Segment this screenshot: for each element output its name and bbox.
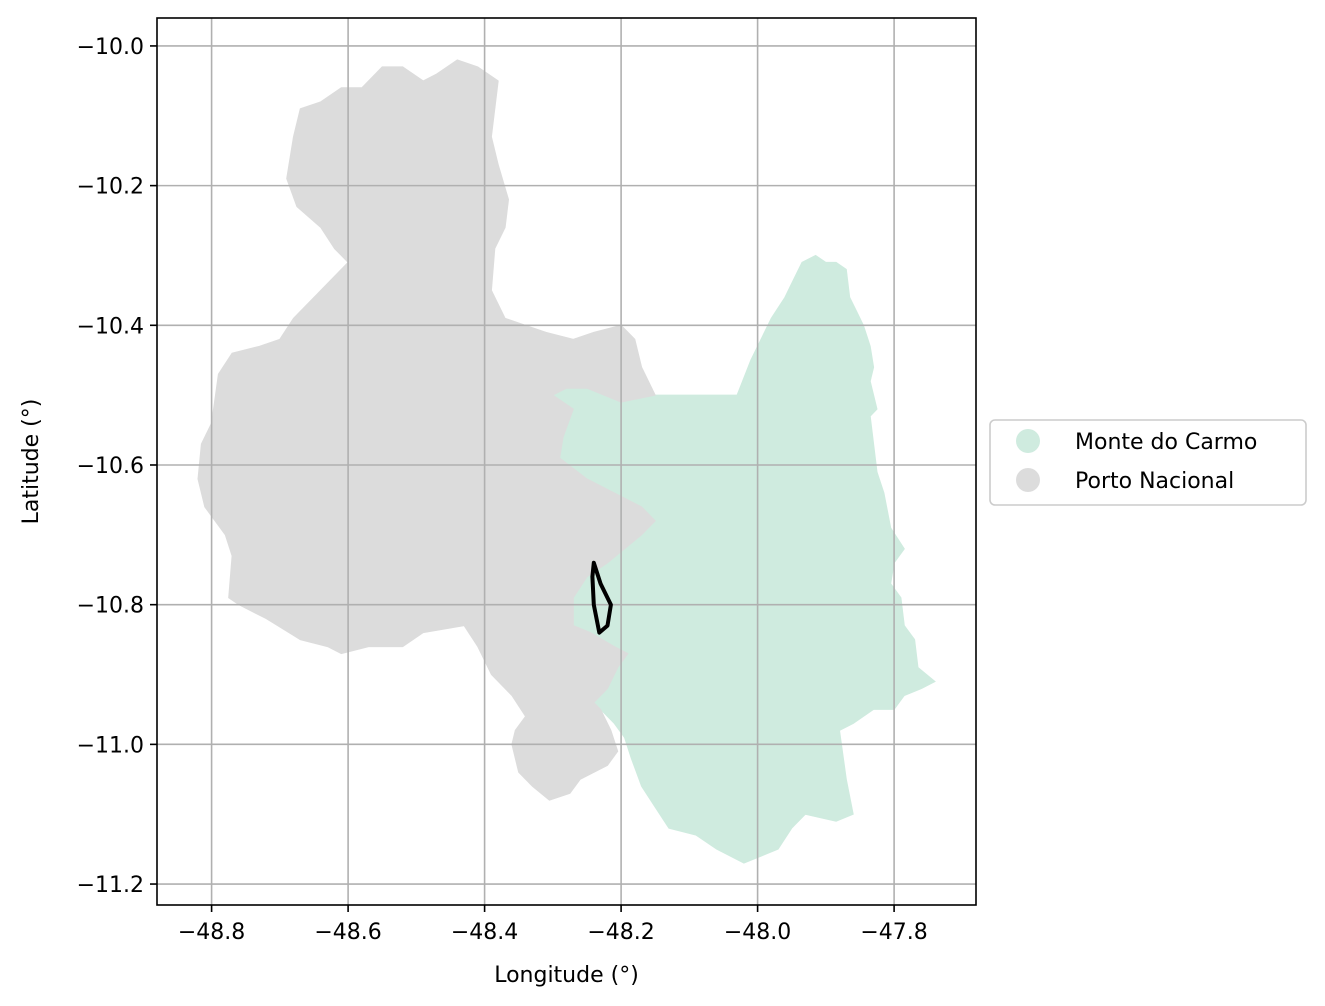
x-axis-label: Longitude (°) bbox=[494, 963, 639, 988]
x-tick-label: −48.0 bbox=[724, 920, 791, 945]
x-tick-label: −47.8 bbox=[860, 920, 927, 945]
y-tick-label: −11.2 bbox=[77, 873, 144, 898]
x-tick-label: −48.8 bbox=[178, 920, 245, 945]
legend-swatch bbox=[1016, 468, 1040, 492]
outline-layer bbox=[590, 560, 613, 635]
x-tick-label: −48.4 bbox=[451, 920, 518, 945]
legend-label: Porto Nacional bbox=[1075, 469, 1234, 494]
y-tick-label: −10.4 bbox=[77, 314, 144, 339]
x-axis-ticks: −48.8 −48.6 −48.4 −48.2 −48.0 −47.8 bbox=[178, 905, 928, 945]
axes-frame bbox=[156, 17, 977, 906]
legend: Monte do Carmo Porto Nacional bbox=[989, 419, 1307, 506]
y-tick-label: −10.6 bbox=[77, 454, 144, 479]
legend-swatch bbox=[1016, 429, 1040, 453]
y-tick-label: −11.0 bbox=[77, 733, 144, 758]
y-tick-label: −10.0 bbox=[77, 35, 144, 60]
y-axis-ticks: −10.0 −10.2 −10.4 −10.6 −10.8 −11.0 −11.2 bbox=[77, 35, 157, 898]
y-tick-label: −10.8 bbox=[77, 594, 144, 619]
legend-box bbox=[989, 419, 1307, 506]
y-tick-label: −10.2 bbox=[77, 175, 144, 200]
legend-label: Monte do Carmo bbox=[1075, 430, 1257, 455]
y-axis-label: Latitude (°) bbox=[19, 399, 44, 525]
x-tick-label: −48.2 bbox=[587, 920, 654, 945]
region-porto-nacional bbox=[197, 59, 656, 801]
gridlines bbox=[157, 18, 976, 905]
x-tick-label: −48.6 bbox=[314, 920, 381, 945]
boundary-outline bbox=[590, 560, 613, 635]
regions-layer bbox=[197, 59, 936, 864]
